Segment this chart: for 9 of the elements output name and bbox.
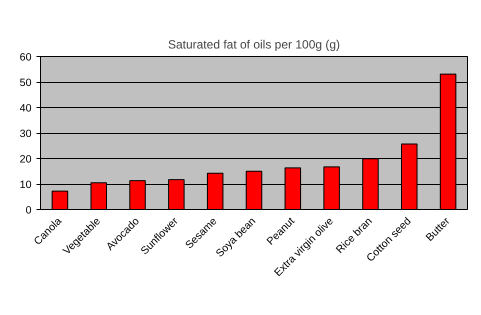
y-tick-label: 30 [20, 128, 32, 140]
y-tick-label: 60 [20, 52, 32, 64]
y-tick-label: 50 [20, 77, 32, 89]
y-tick-label: 10 [20, 179, 32, 191]
y-tick-label: 0 [26, 204, 32, 216]
y-tick-label: 40 [20, 102, 32, 114]
chart-title: Saturated fat of oils per 100g (g) [168, 38, 340, 52]
y-tick-label: 20 [20, 154, 32, 166]
bar [52, 190, 68, 210]
